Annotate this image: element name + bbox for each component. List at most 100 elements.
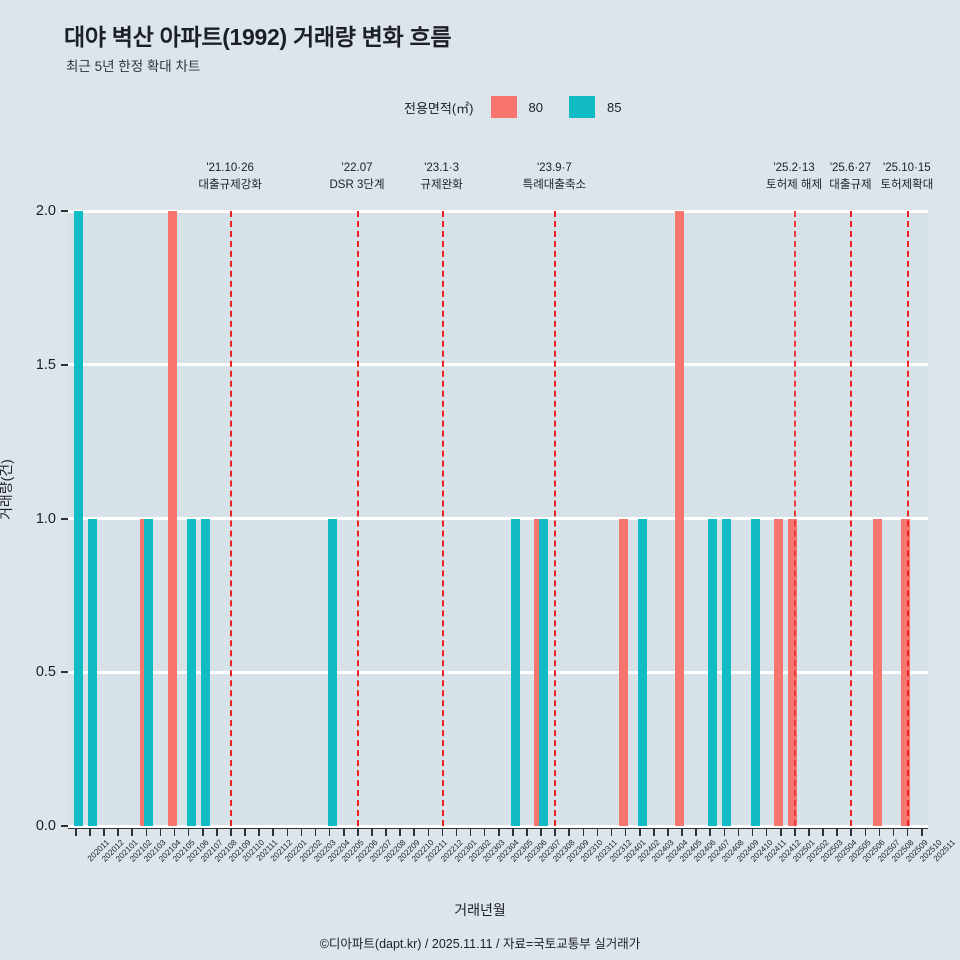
annotation-date: '22.07 <box>341 162 373 174</box>
x-tick-mark <box>681 829 683 836</box>
x-tick-mark <box>427 829 430 836</box>
x-tick-mark <box>75 829 77 836</box>
bar-85-202104 <box>144 518 154 826</box>
bar-85-202107 <box>186 518 196 826</box>
bar-85-202012 <box>88 518 98 826</box>
x-tick-mark <box>469 829 472 836</box>
x-tick-mark <box>159 829 162 836</box>
x-tick-mark <box>286 829 289 836</box>
gridline <box>68 209 928 213</box>
x-tick-mark <box>723 829 726 836</box>
annotation-202301: '23.1·3 규제완화 <box>372 160 512 193</box>
event-line-202502 <box>794 211 797 826</box>
event-line-202207 <box>357 211 360 826</box>
x-tick-mark <box>892 829 895 836</box>
legend-label-85: 85 <box>606 99 622 115</box>
x-tick-mark <box>216 829 218 836</box>
event-line-202301 <box>441 211 444 826</box>
plot-area <box>68 209 928 828</box>
x-tick-mark <box>328 829 331 836</box>
annotation-date: '23.9·7 <box>536 162 572 174</box>
annotation-202510: '25.10·15 토허제확대 <box>837 160 960 193</box>
annotation-text: 대출규제 <box>829 178 872 191</box>
x-tick-mark <box>89 829 91 836</box>
x-tick-mark <box>554 829 556 836</box>
annotation-text: DSR 3단계 <box>329 178 385 191</box>
x-tick-mark <box>638 829 641 836</box>
x-tick-mark <box>568 829 571 836</box>
x-tick-mark <box>117 829 119 836</box>
x-tick-mark <box>103 829 105 836</box>
y-tick-label: 0.0 <box>35 818 56 834</box>
page-title: 대야 벽산 아파트(1992) 거래량 변화 흐름 <box>64 24 452 50</box>
x-tick-mark <box>145 829 148 836</box>
chart-credit: ©디아파트(dapt.kr) / 2025.11.11 / 자료=국토교통부 실… <box>319 937 641 951</box>
x-tick-mark <box>371 829 373 836</box>
annotation-date: '25.10·15 <box>883 162 931 174</box>
x-tick-mark <box>540 829 542 836</box>
annotation-202502: '25.2·13 토허제 해제 <box>724 160 864 193</box>
x-tick-mark <box>173 829 176 836</box>
bar-80-202502 <box>788 518 798 826</box>
bar-85-202011 <box>73 211 83 826</box>
x-tick-mark <box>850 829 853 836</box>
legend: 전용면적(㎡) 80 85 <box>404 96 621 118</box>
event-line-202309 <box>554 211 557 826</box>
x-axis-title: 거래년월 <box>454 902 506 918</box>
bar-85-202108 <box>200 518 210 826</box>
x-tick-mark <box>779 829 782 836</box>
x-tick-mark <box>765 829 768 836</box>
y-tick-mark <box>61 210 68 212</box>
x-tick-mark <box>653 829 655 836</box>
legend-swatch-80 <box>490 96 517 118</box>
bar-85-202408 <box>708 518 718 826</box>
y-tick-mark <box>61 517 68 520</box>
bar-85-202306 <box>510 518 520 826</box>
x-tick-mark <box>455 829 458 836</box>
annotation-202506: '25.6·27 대출규제 <box>780 160 920 193</box>
x-tick-mark <box>314 829 317 836</box>
x-tick-mark <box>300 829 303 836</box>
x-tick-mark <box>272 829 275 836</box>
x-tick-mark <box>751 829 754 836</box>
x-tick-mark <box>808 829 810 836</box>
bar-80-202308 <box>534 518 544 826</box>
x-tick-mark <box>187 829 190 836</box>
x-tick-mark <box>230 829 232 836</box>
x-tick-mark <box>526 829 528 836</box>
x-tick-mark <box>201 829 204 836</box>
annotation-date: '21.10·26 <box>206 162 254 174</box>
gridline <box>68 824 928 828</box>
y-tick-mark <box>61 671 68 674</box>
x-tick-mark <box>667 829 669 836</box>
annotation-text: 토허제 해제 <box>766 178 823 191</box>
x-tick-mark <box>498 829 500 836</box>
x-tick-mark <box>244 829 246 836</box>
y-axis-title: 거래량(건) <box>0 459 14 520</box>
x-tick-mark <box>822 829 824 836</box>
bar-80-202106 <box>167 211 177 826</box>
annotation-text: 토허제확대 <box>880 178 934 191</box>
bar-80-202402 <box>618 518 628 826</box>
y-tick-label: 1.0 <box>35 510 56 527</box>
annotation-202207: '22.07 DSR 3단계 <box>287 160 427 193</box>
x-tick-mark <box>878 829 881 836</box>
x-tick-mark <box>413 829 415 836</box>
bar-80-202501 <box>774 518 784 826</box>
page-subtitle: 최근 5년 한정 확대 차트 <box>66 59 201 74</box>
annotation-date: '23.1·3 <box>424 162 459 174</box>
y-tick-mark <box>61 825 68 827</box>
bar-80-202406 <box>675 211 685 826</box>
annotation-text: 특례대출축소 <box>522 178 587 191</box>
bar-85-202205 <box>327 518 337 826</box>
event-line-202506 <box>850 211 853 826</box>
x-tick-mark <box>794 829 796 836</box>
x-tick-mark <box>709 829 712 836</box>
event-line-202510 <box>906 211 909 826</box>
legend-label-80: 80 <box>528 99 543 115</box>
bar-85-202411 <box>750 518 760 826</box>
gridline <box>68 517 928 520</box>
x-tick-mark <box>920 829 923 836</box>
event-line-202110 <box>230 211 233 826</box>
